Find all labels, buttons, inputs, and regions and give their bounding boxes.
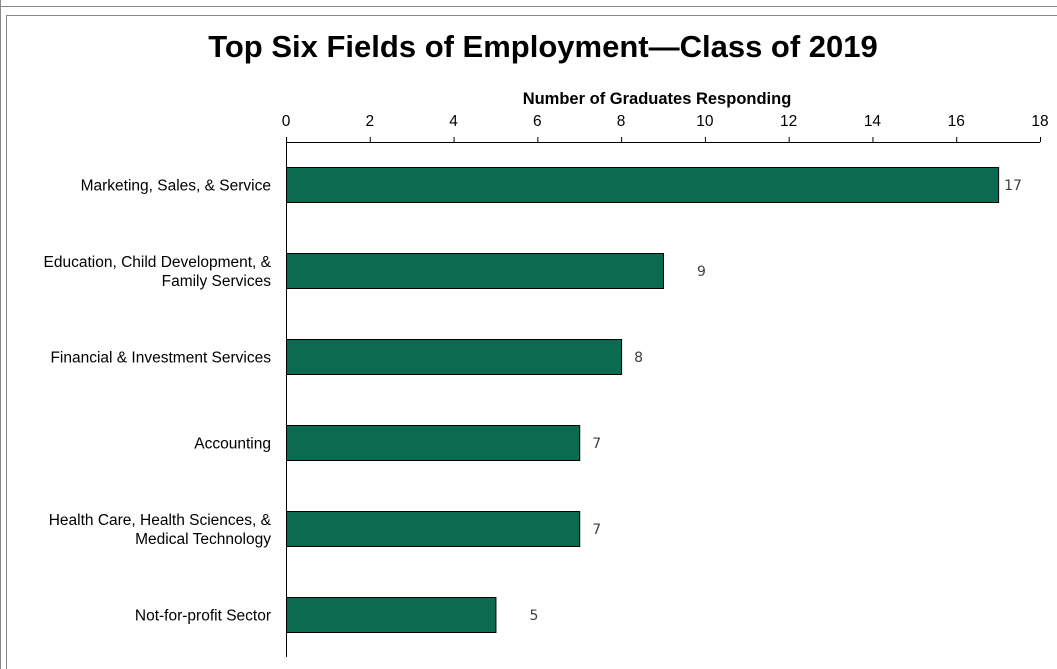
x-tick-label: 2 [365,113,374,130]
x-axis-label: Number of Graduates Responding [523,90,792,108]
x-tick-label: 16 [948,113,965,130]
data-label: 5 [529,608,538,624]
category-labels: Marketing, Sales, & Service Education, Ch… [44,178,272,625]
data-label: 8 [634,350,643,366]
x-tick-label: 8 [617,113,626,130]
x-tick-label: 14 [864,113,882,130]
category-label: Financial & Investment Services [50,350,271,367]
bars [286,167,1000,633]
data-label: 17 [1004,178,1022,194]
bar [286,339,623,375]
category-label: Not-for-profit Sector [135,608,271,625]
x-tick-label: 6 [533,113,542,130]
chart-title: Top Six Fields of Employment—Class of 20… [208,29,878,64]
x-tick-label: 12 [780,113,797,130]
category-label: Education, Child Development, & Family Se… [44,254,272,290]
x-tick-label: 0 [282,113,291,130]
category-label: Health Care, Health Sciences, & Medical T… [49,512,272,548]
x-tick-label: 10 [696,113,714,130]
data-label: 7 [592,522,601,538]
x-tick-marks [286,137,1041,142]
category-label: Accounting [194,436,271,453]
data-label: 9 [697,264,706,280]
bar [286,253,664,289]
category-label: Marketing, Sales, & Service [81,178,271,195]
bar [286,167,1000,203]
data-label: 7 [592,436,601,452]
x-tick-label: 18 [1031,113,1048,130]
x-tick-label: 4 [449,113,458,130]
data-labels: 17 9 8 7 7 5 [529,178,1021,624]
bar [286,425,581,461]
x-tick-labels: 0 2 4 6 8 10 12 14 16 18 [282,113,1049,130]
bar [286,597,497,633]
bar [286,511,581,547]
